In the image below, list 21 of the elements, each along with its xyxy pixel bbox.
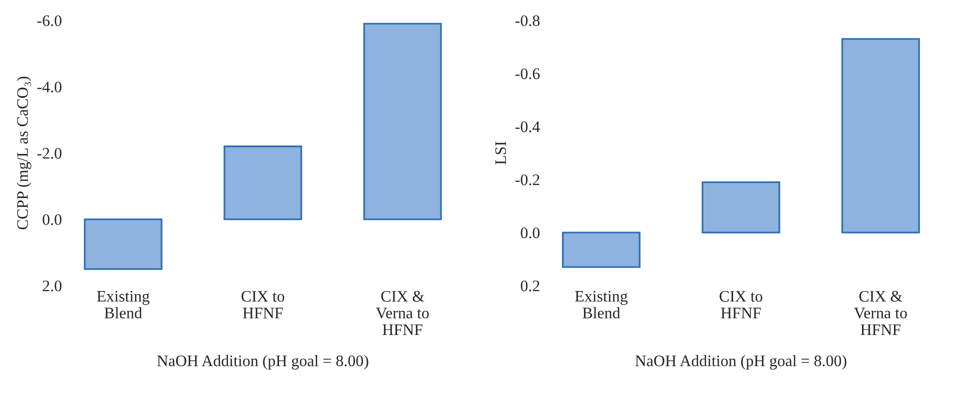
y-tick-label: 0.2 xyxy=(520,280,540,292)
x-tick-label: CIX to HFNF xyxy=(242,290,284,318)
y-tick-label: -0.2 xyxy=(515,174,540,186)
x-tick-label: Existing Blend xyxy=(96,290,150,318)
y-tick-label: -0.4 xyxy=(515,121,540,132)
y-axis-title: CCPP (mg/L as CaCO₃) xyxy=(16,76,32,230)
x-tick-label: CIX to HFNF xyxy=(720,290,762,318)
y-tick-label: -2.0 xyxy=(37,148,62,159)
y-tick-label: -4.0 xyxy=(37,82,62,92)
y-tick-label: -0.6 xyxy=(515,68,540,80)
y-axis-title: LSI xyxy=(495,142,506,165)
y-tick-label: 2.0 xyxy=(42,280,62,292)
y-tick-label: 0.0 xyxy=(520,227,540,238)
y-tick-label: -6.0 xyxy=(37,15,62,26)
x-axis-title: NaOH Addition (pH goal = 8.00) xyxy=(635,355,846,370)
x-tick-label: CIX & Verna to HFNF xyxy=(854,290,907,335)
y-tick-label: -0.8 xyxy=(515,15,540,26)
x-tick-label: CIX & Verna to HFNF xyxy=(376,290,429,335)
x-axis-title: NaOH Addition (pH goal = 8.00) xyxy=(157,355,368,370)
y-tick-label: 0.0 xyxy=(42,214,62,226)
x-tick-label: Existing Blend xyxy=(575,290,628,318)
